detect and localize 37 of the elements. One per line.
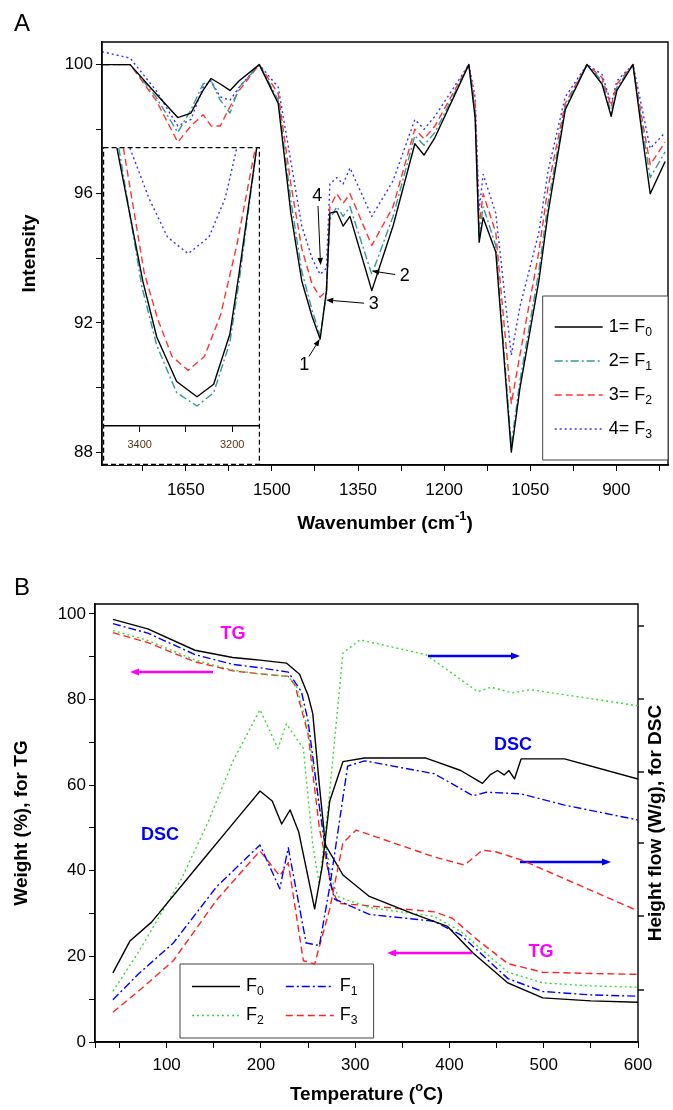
annotation: 3 — [368, 293, 379, 314]
chart-title: A — [14, 8, 31, 36]
annotation: 1 — [299, 354, 310, 375]
annotation: 2 — [399, 265, 410, 286]
y-axis-title: Height flow (W/g), for DSC — [644, 704, 666, 942]
x-tick-label: 900 — [602, 479, 631, 499]
annotation: TG — [528, 940, 554, 961]
chart-title: B — [14, 572, 31, 600]
y-tick-label: 20 — [67, 946, 86, 966]
x-tick-label: 3200 — [219, 437, 245, 450]
y-axis-title: Intensity — [18, 214, 40, 293]
annotation: DSC — [141, 823, 180, 844]
x-tick-label: 3400 — [127, 437, 152, 450]
y-tick-label: 80 — [67, 689, 86, 709]
y-tick-label: 92 — [74, 312, 93, 332]
x-tick-label: 400 — [435, 1054, 464, 1074]
y-tick-label: 60 — [67, 774, 86, 794]
y-tick-label: 88 — [74, 441, 93, 461]
annotation: DSC — [494, 733, 533, 754]
x-tick-label: 600 — [623, 1054, 653, 1074]
x-tick-label: 300 — [341, 1054, 370, 1074]
x-tick-label: 1650 — [166, 479, 205, 499]
y-tick-label: 100 — [57, 603, 86, 623]
x-tick-label: 200 — [246, 1054, 276, 1074]
x-tick-label: 1350 — [339, 479, 377, 499]
y-tick-label: 40 — [67, 860, 86, 880]
x-tick-label: 1200 — [425, 479, 464, 499]
x-tick-label: 1500 — [253, 479, 291, 499]
y-tick-label: 100 — [64, 54, 93, 74]
x-tick-label: 1050 — [511, 479, 550, 499]
y-axis-title: Weight (%), for TG — [10, 740, 32, 906]
x-tick-label: 500 — [529, 1054, 558, 1074]
annotation: TG — [220, 622, 246, 643]
y-tick-label: 96 — [74, 183, 93, 203]
x-tick-label: 100 — [152, 1054, 181, 1074]
annotation: 4 — [312, 184, 323, 205]
y-tick-label: 0 — [76, 1031, 86, 1051]
